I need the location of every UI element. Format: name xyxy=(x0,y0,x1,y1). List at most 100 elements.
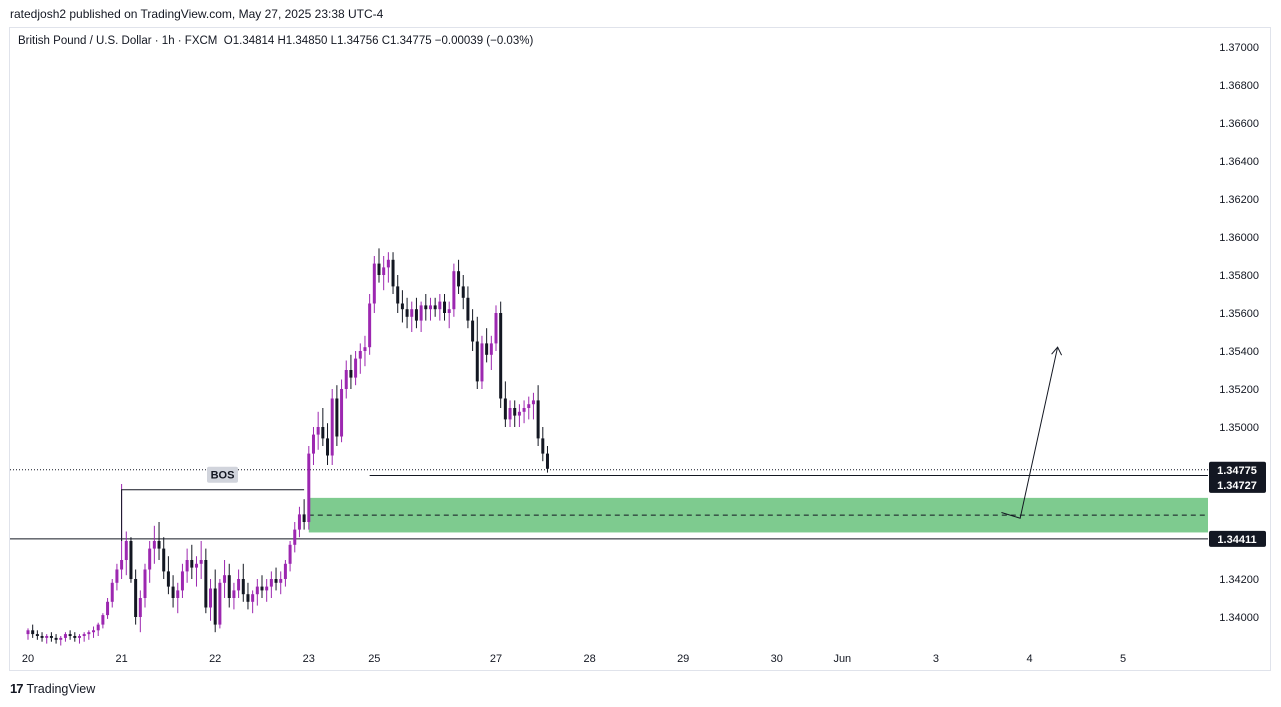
candle-body xyxy=(204,560,208,608)
candle-body xyxy=(466,297,470,321)
candle-body xyxy=(522,408,526,412)
candle-body xyxy=(59,637,63,640)
candle-body xyxy=(241,579,245,595)
candle-body xyxy=(419,305,423,321)
candle-body xyxy=(180,571,184,591)
tradingview-footer[interactable]: 17 TradingView xyxy=(10,681,95,696)
x-tick-label: 22 xyxy=(209,653,221,665)
y-tick-label: 1.35000 xyxy=(1219,422,1259,434)
support-price-tag xyxy=(1209,530,1266,547)
arrow-head-icon xyxy=(1051,346,1063,356)
candle-body xyxy=(499,313,503,399)
candle-body xyxy=(115,569,119,583)
candle-body xyxy=(26,630,30,635)
candle-body xyxy=(73,636,77,638)
candle-body xyxy=(410,309,414,317)
candle-body xyxy=(101,615,105,625)
price-tag xyxy=(1209,476,1266,493)
y-tick-label: 1.34200 xyxy=(1219,574,1259,586)
support-price-value: 1.34411 xyxy=(1217,534,1256,546)
candle-body xyxy=(124,541,128,560)
candle-body xyxy=(503,398,507,420)
candle-body xyxy=(152,541,156,549)
candle-body xyxy=(531,400,535,405)
tradingview-logo-icon: 17 xyxy=(10,681,24,696)
bos-label[interactable]: BOS xyxy=(211,470,235,482)
x-tick-label: 23 xyxy=(303,653,315,665)
candle-body xyxy=(517,411,521,416)
y-tick-label: 1.36400 xyxy=(1219,156,1259,168)
candle-body xyxy=(457,271,461,287)
candle-body xyxy=(199,560,203,564)
candle-body xyxy=(110,582,114,602)
bos-line[interactable] xyxy=(121,489,305,541)
candle-body xyxy=(311,434,315,454)
x-tick-label: 27 xyxy=(490,653,502,665)
candle-body xyxy=(349,370,353,378)
x-tick-label: 20 xyxy=(22,653,34,665)
candle-body xyxy=(269,579,273,587)
demand-zone[interactable] xyxy=(308,497,1208,533)
candle-body xyxy=(302,514,306,522)
candle-body xyxy=(326,438,330,456)
candle-body xyxy=(508,408,512,420)
candle-body xyxy=(428,305,432,310)
candle-body xyxy=(293,529,297,545)
candle-body xyxy=(536,400,540,439)
candle-body xyxy=(297,514,301,530)
candle-body xyxy=(368,303,372,348)
candle-body xyxy=(321,427,325,439)
candle-body xyxy=(45,636,49,638)
candle-body xyxy=(494,313,498,344)
candle-body xyxy=(382,267,386,275)
candle-body xyxy=(475,341,479,382)
candle-body xyxy=(461,286,465,298)
candle-body xyxy=(138,598,142,617)
candle-body xyxy=(377,263,381,275)
y-tick-label: 1.36000 xyxy=(1219,232,1259,244)
candle-body xyxy=(143,569,147,598)
candle-body xyxy=(485,343,489,355)
ohlc-values: O1.34814 H1.34850 L1.34756 C1.34775 −0.0… xyxy=(223,35,534,47)
candle-body xyxy=(283,563,287,579)
candle-body xyxy=(106,601,110,616)
publisher-line: ratedjosh2 published on TradingView.com,… xyxy=(10,7,384,21)
candle-body xyxy=(176,590,180,598)
candle-body xyxy=(438,301,442,310)
candle-body xyxy=(227,575,231,598)
candle-body xyxy=(307,453,311,522)
candle-body xyxy=(190,560,194,568)
y-tick-label: 1.36200 xyxy=(1219,194,1259,206)
candle-body xyxy=(49,636,53,638)
candle-body xyxy=(344,370,348,389)
candle-body xyxy=(443,301,447,313)
candle-body xyxy=(424,305,428,310)
x-tick-label: 30 xyxy=(771,653,783,665)
y-tick-label: 1.35800 xyxy=(1219,270,1259,282)
candle-body xyxy=(237,579,241,591)
symbol-name[interactable]: British Pound / U.S. Dollar · 1h · FXCM xyxy=(18,35,218,47)
candle-body xyxy=(157,541,161,549)
last-price-value: 1.34775 xyxy=(1217,465,1257,477)
candle-body xyxy=(209,588,213,608)
candle-body xyxy=(447,309,451,313)
candle-body xyxy=(279,579,283,583)
candle-body xyxy=(391,259,395,287)
projection-arrow[interactable] xyxy=(1001,347,1059,519)
candle-body xyxy=(96,624,100,631)
candle-body xyxy=(40,636,44,638)
candle-body xyxy=(340,389,344,437)
candle-body xyxy=(35,634,39,636)
candle-body xyxy=(82,634,86,636)
price-tag-value: 1.34727 xyxy=(1217,480,1257,492)
y-tick-label: 1.37000 xyxy=(1219,42,1259,54)
candle-body xyxy=(480,343,484,382)
candle-body xyxy=(265,586,269,591)
candle-body xyxy=(54,637,58,640)
candle-body xyxy=(166,571,170,587)
y-tick-label: 1.35200 xyxy=(1219,384,1259,396)
candle-body xyxy=(129,541,133,579)
x-tick-label: 3 xyxy=(933,653,939,665)
candle-body xyxy=(363,347,367,351)
